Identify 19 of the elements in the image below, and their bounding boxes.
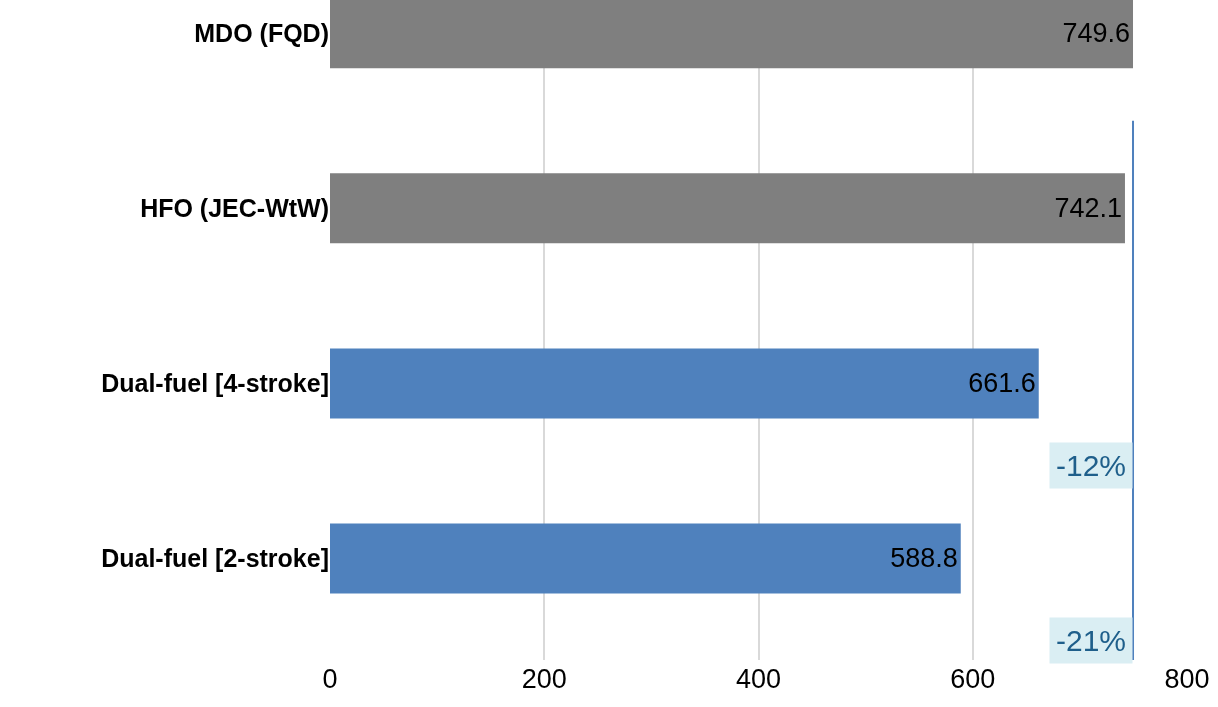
bar [330, 173, 1125, 244]
bar [330, 523, 961, 594]
bar [330, 0, 1134, 69]
y-tick-label: Dual-fuel [4-stroke] [101, 369, 329, 398]
data-label: 742.1 [1054, 193, 1122, 224]
x-tick-label: 600 [950, 664, 996, 694]
annotation: -21% [1056, 624, 1127, 657]
x-tick-label: 0 [322, 664, 338, 694]
y-tick-label: Dual-fuel [2-stroke] [101, 544, 329, 573]
y-tick-label: MDO (FQD) [194, 19, 329, 48]
data-label: 749.6 [1062, 18, 1131, 49]
annotation: -12% [1056, 449, 1127, 482]
data-label: 588.8 [890, 543, 958, 574]
x-tick-label: 200 [521, 664, 567, 694]
x-tick-label: 400 [735, 664, 782, 694]
x-tick-label: 800 [1164, 664, 1210, 694]
data-label: 661.6 [968, 368, 1036, 399]
y-tick-label: HFO (JEC-WtW) [140, 194, 329, 223]
bar [330, 348, 1039, 419]
